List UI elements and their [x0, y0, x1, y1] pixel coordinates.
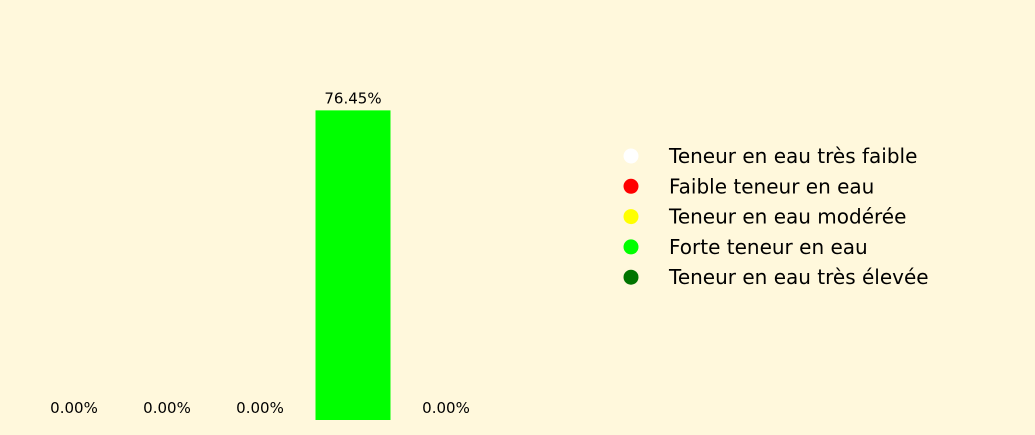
data-label-2: 0.00%: [143, 399, 191, 417]
legend-label-5: Teneur en eau très élevée: [668, 265, 929, 289]
legend-label-4: Forte teneur en eau: [669, 235, 868, 259]
data-label-5: 0.00%: [422, 399, 470, 417]
data-label-4: 76.45%: [324, 89, 381, 107]
legend-marker-2: [623, 178, 639, 194]
data-label-3: 0.00%: [236, 399, 284, 417]
legend-marker-5: [623, 269, 639, 285]
bars-layer: [315, 110, 391, 420]
bar-4: [315, 110, 391, 420]
legend-marker-1: [623, 148, 639, 164]
legend-label-2: Faible teneur en eau: [669, 174, 874, 198]
legend-marker-3: [623, 209, 639, 225]
legend-label-1: Teneur en eau très faible: [668, 144, 917, 168]
legend: Teneur en eau très faible Faible teneur e…: [623, 144, 929, 289]
data-label-1: 0.00%: [50, 399, 98, 417]
data-labels-layer: 0.00% 0.00% 0.00% 76.45% 0.00%: [50, 89, 470, 417]
legend-label-3: Teneur en eau modérée: [668, 205, 906, 229]
legend-marker-4: [623, 239, 639, 255]
